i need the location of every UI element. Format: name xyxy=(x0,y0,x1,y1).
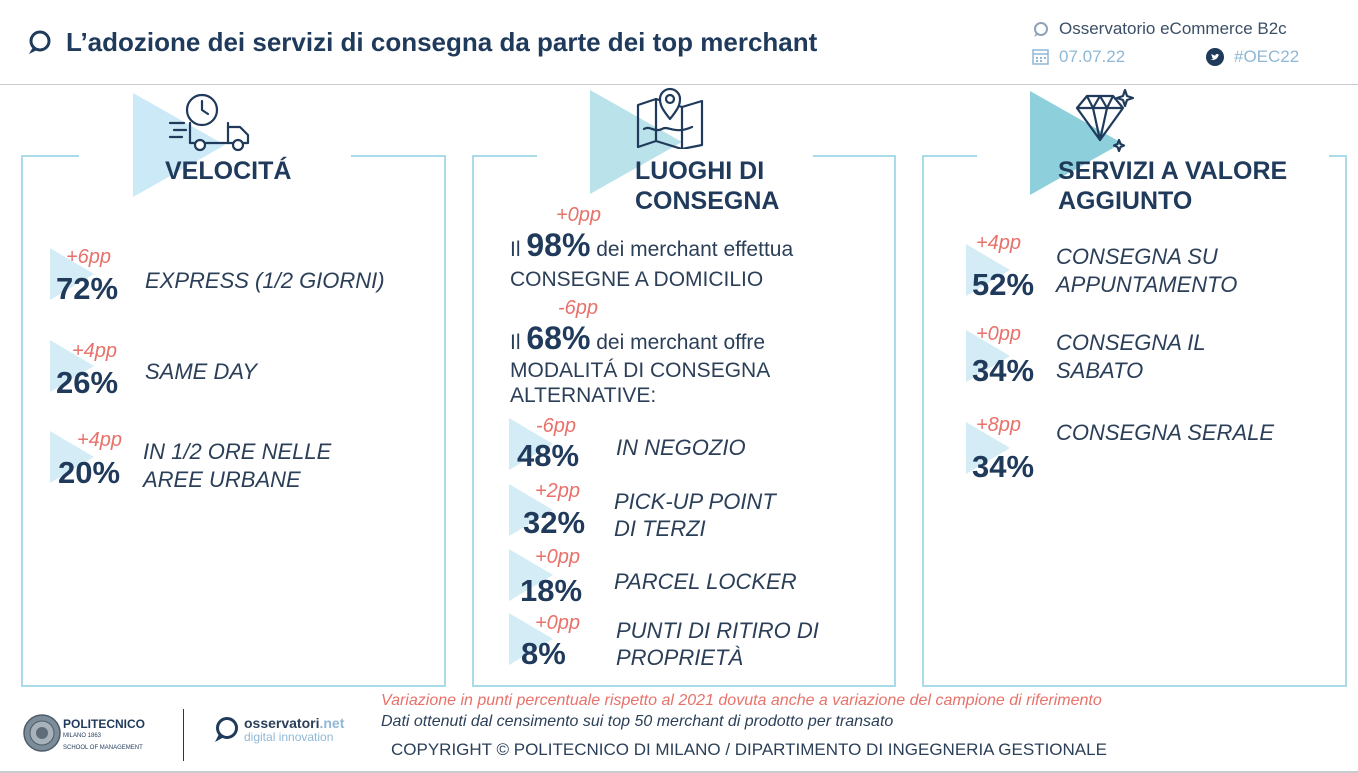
osservatori-logo-icon xyxy=(29,30,51,54)
velocita-delta: +6pp xyxy=(66,246,112,268)
servizi-title-2: AGGIUNTO xyxy=(1058,187,1193,215)
velocita-item-triangle xyxy=(50,340,94,392)
politecnico-sub: SCHOOL OF MANAGEMENT xyxy=(63,745,143,751)
diamond-icon xyxy=(1075,88,1135,153)
servizi-item-triangle xyxy=(966,422,1010,474)
luoghi-statement-line: CONSEGNE A DOMICILIO xyxy=(510,268,764,291)
map-pin-icon xyxy=(636,87,704,149)
logo-divider xyxy=(183,709,184,761)
servizi-delta: +8pp xyxy=(976,414,1022,436)
servizi-pct: 34% xyxy=(972,353,1035,388)
politecnico-sub: MILANO 1863 xyxy=(63,733,102,739)
luoghi-pct: 48% xyxy=(517,438,580,473)
velocita-label: EXPRESS (1/2 GIORNI) xyxy=(145,268,385,293)
luoghi-item-triangle xyxy=(509,549,553,601)
velocita-pct: 20% xyxy=(58,455,121,490)
text-suffix: dei merchant offre xyxy=(590,331,766,354)
hashtag-label: #OEC22 xyxy=(1234,47,1300,66)
luoghi-statement-line: MODALITÁ DI CONSEGNA xyxy=(510,359,771,382)
velocita-label: SAME DAY xyxy=(145,359,258,384)
text-prefix: Il xyxy=(510,331,527,354)
luoghi-delta: +0pp xyxy=(535,546,581,568)
luoghi-statement-line: Il 68% dei merchant offre xyxy=(510,322,766,356)
copyright: COPYRIGHT © POLITECNICO DI MILANO / DIPA… xyxy=(391,740,1107,759)
osservatori-sub: digital innovation xyxy=(244,730,334,744)
velocita-pct: 26% xyxy=(56,365,119,400)
luoghi-label: IN NEGOZIO xyxy=(616,435,746,460)
politecnico-logo: POLITECNICO MILANO 1863 SCHOOL OF MANAGE… xyxy=(63,718,145,754)
velocita-delta: +4pp xyxy=(72,340,118,362)
luoghi-pct: 98% xyxy=(526,227,591,263)
luoghi-item-triangle xyxy=(509,613,553,665)
osservatori-small-icon xyxy=(1034,22,1048,37)
servizi-item-triangle xyxy=(966,330,1010,382)
servizi-pct: 34% xyxy=(972,449,1035,484)
delivery-truck-clock-icon xyxy=(168,93,250,152)
servizi-label: CONSEGNA SERALE xyxy=(1056,420,1275,445)
servizi-label: SABATO xyxy=(1056,358,1144,383)
servizi-pct: 52% xyxy=(972,267,1035,302)
luoghi-title-1: LUOGHI DI xyxy=(635,157,765,185)
footnote-variation: Variazione in punti percentuale rispetto… xyxy=(381,692,1102,709)
luoghi-statement-line: ALTERNATIVE: xyxy=(510,384,657,407)
luoghi-delta: +2pp xyxy=(535,480,581,502)
luoghi-delta: -6pp xyxy=(558,297,599,319)
luoghi-pct: 8% xyxy=(521,636,566,671)
velocita-triangle xyxy=(133,93,225,197)
politecnico-seal-icon xyxy=(23,714,61,752)
twitter-icon xyxy=(1206,48,1224,66)
politecnico-name: POLITECNICO xyxy=(63,717,146,731)
panel-velocita xyxy=(21,155,446,687)
text-suffix: dei merchant effettua xyxy=(590,238,794,261)
bottom-divider xyxy=(0,771,1358,773)
luoghi-delta: +0pp xyxy=(535,612,581,634)
calendar-icon xyxy=(1032,49,1049,65)
luoghi-delta: -6pp xyxy=(536,415,577,437)
servizi-title-1: SERVIZI A VALORE xyxy=(1058,157,1288,185)
luoghi-delta: +0pp xyxy=(556,204,602,226)
page-title: L’adozione dei servizi di consegna da pa… xyxy=(66,27,818,57)
luoghi-label: PARCEL LOCKER xyxy=(614,569,797,594)
velocita-title: VELOCITÁ xyxy=(165,157,292,185)
servizi-item-triangle xyxy=(966,244,1010,296)
footnote-source: Dati ottenuti dal censimento sui top 50 … xyxy=(381,713,894,730)
velocita-item-triangle xyxy=(50,248,94,300)
velocita-label: IN 1/2 ORE NELLE xyxy=(143,439,332,464)
servizi-label: APPUNTAMENTO xyxy=(1056,272,1238,297)
osservatori-logo: osservatori.net digital innovation xyxy=(244,716,344,744)
velocita-delta: +4pp xyxy=(77,429,123,451)
luoghi-label: DI TERZI xyxy=(614,516,706,541)
luoghi-item-triangle xyxy=(509,418,553,470)
luoghi-pct: 32% xyxy=(523,505,586,540)
luoghi-label: PUNTI DI RITIRO DI xyxy=(616,618,819,643)
velocita-label: AREE URBANE xyxy=(143,467,301,492)
luoghi-pct: 18% xyxy=(520,573,583,608)
header-divider xyxy=(0,84,1358,85)
osservatori-name: osservatori xyxy=(244,715,320,731)
luoghi-title-2: CONSEGNA xyxy=(635,187,780,215)
luoghi-label: PROPRIETÀ xyxy=(616,645,744,670)
brand-name: Osservatorio eCommerce B2c xyxy=(1059,19,1287,38)
osservatori-ext: .net xyxy=(319,715,345,731)
text-prefix: Il xyxy=(510,238,527,261)
panel-title-gap xyxy=(977,150,1329,160)
velocita-pct: 72% xyxy=(56,271,119,306)
servizi-label: CONSEGNA IL xyxy=(1056,330,1206,355)
luoghi-item-triangle xyxy=(509,484,553,536)
luoghi-pct: 68% xyxy=(526,320,591,356)
servizi-delta: +0pp xyxy=(976,323,1022,345)
luoghi-label: PICK-UP POINT xyxy=(614,489,776,514)
velocita-item-triangle xyxy=(50,431,94,483)
date-label: 07.07.22 xyxy=(1059,47,1126,66)
luoghi-statement-line: Il 98% dei merchant effettua xyxy=(510,229,794,263)
osservatori-logo-icon xyxy=(215,717,238,742)
servizi-delta: +4pp xyxy=(976,232,1022,254)
servizi-label: CONSEGNA SU xyxy=(1056,244,1218,269)
